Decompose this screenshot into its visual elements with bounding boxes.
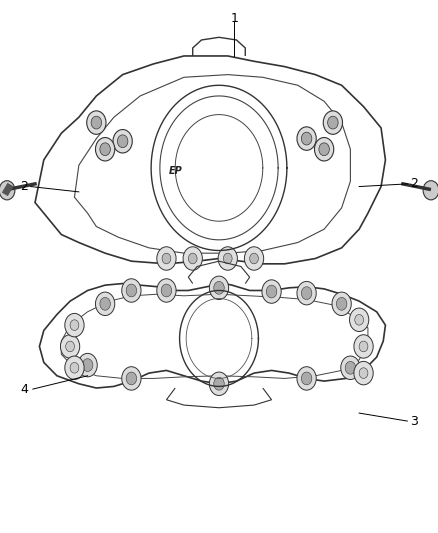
Circle shape: [218, 247, 237, 270]
Circle shape: [359, 368, 368, 378]
Circle shape: [100, 297, 110, 310]
Circle shape: [188, 253, 197, 264]
Circle shape: [341, 356, 360, 379]
Circle shape: [82, 359, 93, 372]
Circle shape: [183, 247, 202, 270]
Circle shape: [0, 181, 15, 200]
Circle shape: [87, 111, 106, 134]
Circle shape: [157, 279, 176, 302]
Circle shape: [266, 285, 277, 298]
Circle shape: [122, 367, 141, 390]
Circle shape: [297, 127, 316, 150]
Circle shape: [301, 287, 312, 300]
Circle shape: [328, 116, 338, 129]
Circle shape: [323, 111, 343, 134]
Circle shape: [359, 341, 368, 352]
Circle shape: [126, 284, 137, 297]
Circle shape: [354, 361, 373, 385]
Circle shape: [162, 253, 171, 264]
Circle shape: [332, 292, 351, 316]
Circle shape: [78, 353, 97, 377]
Circle shape: [157, 247, 176, 270]
Circle shape: [161, 284, 172, 297]
Circle shape: [354, 335, 373, 358]
Circle shape: [60, 335, 80, 358]
Circle shape: [117, 135, 128, 148]
Circle shape: [65, 356, 84, 379]
Circle shape: [100, 143, 110, 156]
Circle shape: [319, 143, 329, 156]
Circle shape: [65, 313, 84, 337]
Circle shape: [350, 308, 369, 332]
Circle shape: [301, 132, 312, 145]
Circle shape: [214, 281, 224, 294]
Circle shape: [209, 372, 229, 395]
Text: 2: 2: [20, 180, 28, 193]
Circle shape: [223, 253, 232, 264]
Circle shape: [336, 297, 347, 310]
Circle shape: [297, 281, 316, 305]
Circle shape: [209, 276, 229, 300]
Circle shape: [214, 377, 224, 390]
Circle shape: [297, 367, 316, 390]
Text: 2: 2: [410, 177, 418, 190]
Circle shape: [122, 279, 141, 302]
Text: 1: 1: [230, 12, 238, 25]
Circle shape: [113, 130, 132, 153]
Circle shape: [314, 138, 334, 161]
Circle shape: [91, 116, 102, 129]
Circle shape: [70, 362, 79, 373]
Circle shape: [95, 292, 115, 316]
Circle shape: [345, 361, 356, 374]
Circle shape: [262, 280, 281, 303]
Circle shape: [423, 181, 438, 200]
Text: 3: 3: [410, 415, 418, 427]
Text: 4: 4: [20, 383, 28, 395]
Circle shape: [66, 341, 74, 352]
Circle shape: [70, 320, 79, 330]
Circle shape: [301, 372, 312, 385]
Circle shape: [250, 253, 258, 264]
Text: EP: EP: [168, 166, 182, 175]
Circle shape: [355, 314, 364, 325]
Circle shape: [95, 138, 115, 161]
Circle shape: [244, 247, 264, 270]
Circle shape: [126, 372, 137, 385]
